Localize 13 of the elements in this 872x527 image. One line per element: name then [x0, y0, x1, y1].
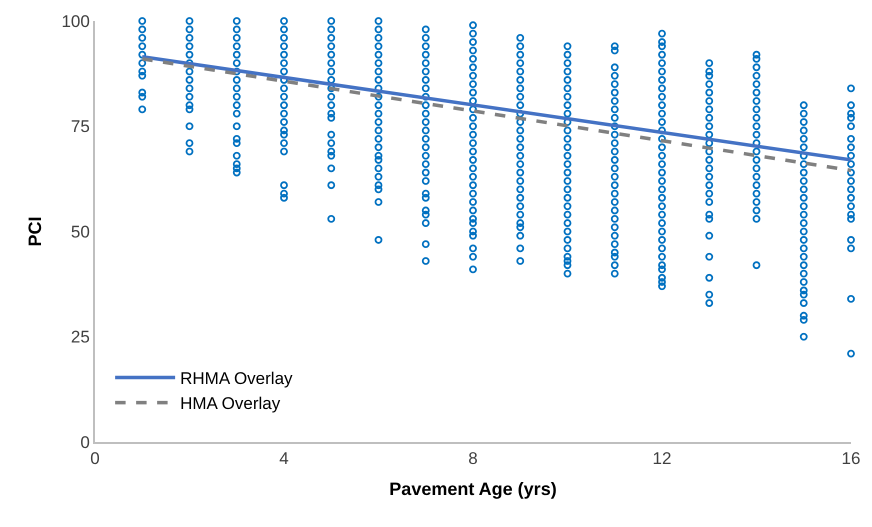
y-tick-label: 25 [70, 328, 90, 347]
x-tick-label: 4 [279, 449, 289, 468]
y-tick-label: 75 [70, 117, 90, 136]
legend-label: RHMA Overlay [180, 369, 294, 388]
y-tick-label: 0 [80, 432, 90, 452]
x-tick-label: 8 [468, 449, 478, 468]
legend-label: HMA Overlay [180, 394, 281, 414]
y-axis-title: PCI [25, 216, 46, 247]
y-tick-label: 100 [61, 12, 90, 31]
x-tick-label: 12 [652, 449, 672, 468]
y-tick-label: 50 [70, 222, 90, 242]
x-tick-label: 16 [842, 449, 860, 468]
x-axis-title: Pavement Age (yrs) [389, 478, 557, 499]
